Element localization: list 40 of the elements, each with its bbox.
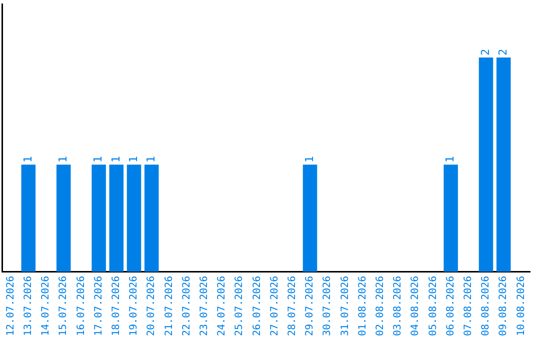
data-label: 1	[302, 156, 316, 163]
x-tick-label: 27.07.2026	[269, 276, 280, 336]
x-tick-label: 22.07.2026	[181, 276, 192, 336]
x-tick-label: 23.07.2026	[198, 276, 210, 336]
data-label: 1	[21, 156, 34, 163]
data-label: 2	[478, 48, 492, 56]
data-label: 1	[444, 156, 457, 163]
x-tick-label: 09.08.2026	[498, 276, 510, 336]
x-tick-label: 24.07.2026	[216, 276, 228, 336]
x-tick-label: 21.07.2026	[164, 276, 175, 336]
x-tick-label: 04.08.2026	[410, 276, 422, 336]
x-tick-label: 31.07.2026	[340, 276, 351, 336]
x-tick-label: 17.07.2026	[93, 276, 104, 336]
data-label: 2	[496, 48, 510, 56]
x-tick-label: 18.07.2026	[110, 276, 122, 336]
x-tick-label: 15.07.2026	[58, 276, 70, 336]
x-tick-label: 25.07.2026	[234, 276, 246, 336]
x-tick-label: 07.08.2026	[462, 276, 474, 336]
x-tick-label: 13.07.2026	[22, 276, 34, 336]
x-tick-label: 02.08.2026	[374, 276, 386, 336]
x-tick-label: 20.07.2026	[146, 276, 158, 336]
x-tick-label: 12.07.2026	[5, 276, 16, 336]
x-tick-label: 03.08.2026	[392, 276, 404, 336]
data-label: 1	[92, 156, 105, 163]
x-tick-label: 16.07.2026	[76, 276, 87, 336]
x-tick-label: 08.08.2026	[480, 276, 492, 336]
data-label: 1	[126, 156, 140, 163]
x-tick-label: 05.08.2026	[428, 276, 439, 336]
x-tick-label: 30.07.2026	[322, 276, 334, 336]
x-tick-label: 28.07.2026	[286, 276, 298, 336]
data-label: 1	[109, 156, 122, 163]
x-tick-label: 19.07.2026	[128, 276, 140, 336]
x-tick-label: 14.07.2026	[40, 276, 52, 336]
x-tick-label: 29.07.2026	[304, 276, 316, 336]
data-label: 1	[144, 156, 158, 163]
x-tick-label: 26.07.2026	[252, 276, 263, 336]
x-tick-label: 01.08.2026	[357, 276, 368, 336]
data-label: 1	[56, 156, 70, 163]
x-tick-label: 10.08.2026	[516, 276, 527, 336]
x-tick-label: 06.08.2026	[445, 276, 456, 336]
